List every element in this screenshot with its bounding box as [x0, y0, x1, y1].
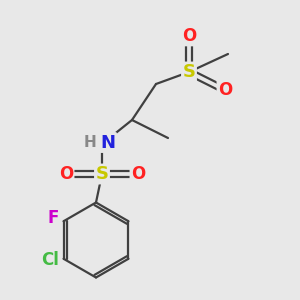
Text: S: S: [182, 63, 196, 81]
Text: O: O: [218, 81, 232, 99]
Text: O: O: [131, 165, 145, 183]
Text: N: N: [100, 134, 116, 152]
Text: O: O: [182, 27, 196, 45]
Text: O: O: [59, 165, 73, 183]
Text: F: F: [47, 209, 59, 227]
Text: S: S: [95, 165, 109, 183]
Text: H: H: [84, 135, 96, 150]
Text: Cl: Cl: [41, 251, 59, 269]
